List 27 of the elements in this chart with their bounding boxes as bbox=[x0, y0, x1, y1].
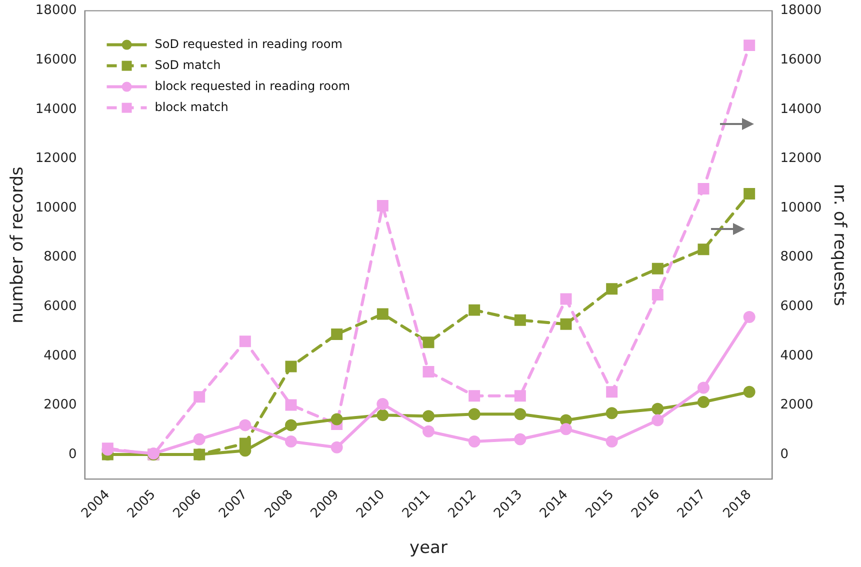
y-tick-label: 2000 bbox=[44, 398, 77, 413]
y2-axis-title: nr. of requests bbox=[829, 184, 850, 306]
y2-tick-label: 2000 bbox=[780, 398, 814, 413]
y-tick-label: 4000 bbox=[44, 348, 77, 364]
legend-label: block requested in reading room bbox=[154, 78, 350, 93]
y2-tick-label: 10000 bbox=[780, 200, 822, 216]
y2-tick-label: 16000 bbox=[780, 52, 822, 68]
y-tick-label: 18000 bbox=[35, 3, 77, 18]
y-axis-title: number of records bbox=[8, 166, 28, 324]
y-tick-label: 8000 bbox=[44, 250, 77, 265]
y-tick-label: 16000 bbox=[35, 52, 77, 68]
x-axis-title: year bbox=[410, 538, 448, 558]
y2-tick-label: 8000 bbox=[780, 250, 814, 265]
y-tick-label: 12000 bbox=[35, 151, 77, 166]
legend-label: SoD match bbox=[154, 58, 221, 72]
y2-tick-label: 4000 bbox=[780, 348, 814, 364]
legend-label: SoD requested in reading room bbox=[154, 36, 342, 51]
legend-label: block match bbox=[154, 100, 228, 114]
y-tick-label: 14000 bbox=[35, 102, 77, 117]
y-tick-label: 6000 bbox=[44, 298, 77, 314]
y2-tick-label: 18000 bbox=[780, 3, 822, 18]
y2-tick-label: 14000 bbox=[780, 102, 822, 117]
y-tick-label: 10000 bbox=[35, 200, 77, 216]
y2-tick-label: 0 bbox=[780, 446, 789, 462]
y-tick-label: 0 bbox=[68, 446, 77, 462]
y2-tick-label: 12000 bbox=[780, 151, 822, 166]
y2-tick-label: 6000 bbox=[780, 298, 814, 314]
